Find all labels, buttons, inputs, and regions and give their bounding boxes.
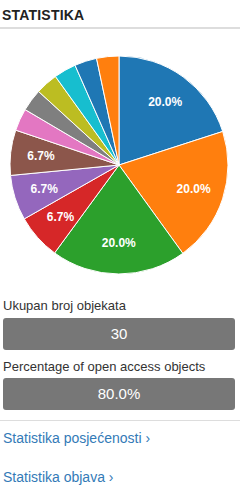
pie-slice xyxy=(97,56,119,165)
slice-label: 6.7% xyxy=(47,210,75,224)
header-rule xyxy=(0,27,240,29)
slice-label: 20.0% xyxy=(177,182,211,196)
stat-label: Ukupan broj objekata xyxy=(3,298,126,313)
slice-label: 20.0% xyxy=(148,95,182,109)
slice-labels: 20.0% 20.0% 20.0% 6.7% 6.7% 6.7% xyxy=(27,95,211,251)
slice-label: 6.7% xyxy=(31,182,59,196)
slices xyxy=(10,56,228,274)
divider xyxy=(0,420,240,421)
stat-link[interactable]: Statistika objava › xyxy=(3,469,114,485)
pie-chart: 20.0% 20.0% 20.0% 6.7% 6.7% 6.7% xyxy=(0,0,242,290)
stat-value: 80.0% xyxy=(3,378,235,410)
stat-link[interactable]: Statistika posjećenosti › xyxy=(3,430,150,446)
slice-label: 6.7% xyxy=(27,149,55,163)
stat-value: 30 xyxy=(3,318,235,350)
header-title: STATISTIKA xyxy=(2,7,84,23)
stat-label: Percentage of open access objects xyxy=(3,359,205,374)
slice-label: 20.0% xyxy=(102,236,136,250)
